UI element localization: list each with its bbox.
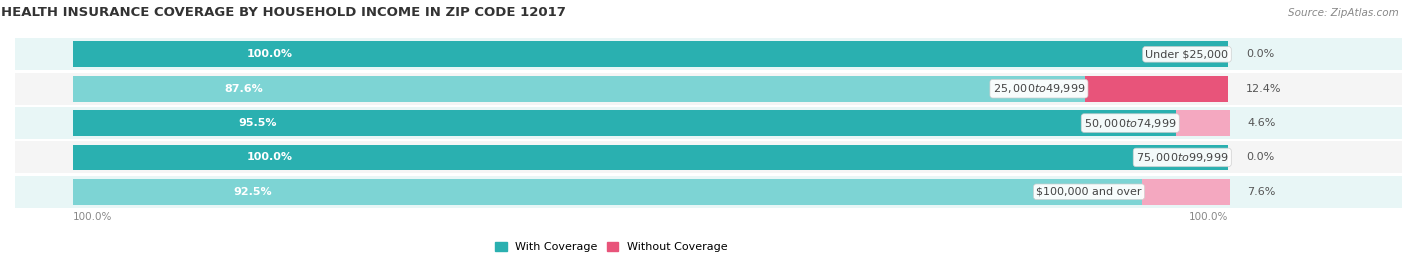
Text: 100.0%: 100.0% (246, 153, 292, 162)
Text: $100,000 and over: $100,000 and over (1036, 187, 1142, 197)
Text: HEALTH INSURANCE COVERAGE BY HOUSEHOLD INCOME IN ZIP CODE 12017: HEALTH INSURANCE COVERAGE BY HOUSEHOLD I… (1, 6, 567, 19)
Text: 0.0%: 0.0% (1246, 49, 1274, 59)
Text: Under $25,000: Under $25,000 (1146, 49, 1229, 59)
Text: 92.5%: 92.5% (233, 187, 271, 197)
Text: $50,000 to $74,999: $50,000 to $74,999 (1084, 116, 1177, 130)
Text: 100.0%: 100.0% (246, 49, 292, 59)
Text: 4.6%: 4.6% (1247, 118, 1275, 128)
Bar (15, 107, 1402, 139)
Bar (15, 38, 1402, 70)
Bar (73, 144, 1229, 170)
Bar (73, 41, 1229, 67)
Bar (1085, 76, 1229, 102)
Bar (15, 176, 1402, 208)
Text: 12.4%: 12.4% (1246, 84, 1281, 94)
Text: 7.6%: 7.6% (1247, 187, 1275, 197)
Bar (73, 76, 1085, 102)
Bar (15, 141, 1402, 174)
Text: 95.5%: 95.5% (239, 118, 277, 128)
Text: $75,000 to $99,999: $75,000 to $99,999 (1136, 151, 1229, 164)
Text: 100.0%: 100.0% (73, 212, 112, 222)
Bar (1142, 179, 1230, 205)
Text: 0.0%: 0.0% (1246, 153, 1274, 162)
Bar (73, 179, 1142, 205)
Text: Source: ZipAtlas.com: Source: ZipAtlas.com (1288, 8, 1399, 18)
Bar (15, 73, 1402, 105)
Legend: With Coverage, Without Coverage: With Coverage, Without Coverage (491, 238, 731, 257)
Text: $25,000 to $49,999: $25,000 to $49,999 (993, 82, 1085, 95)
Text: 87.6%: 87.6% (225, 84, 263, 94)
Text: 100.0%: 100.0% (1189, 212, 1229, 222)
Bar (1177, 110, 1230, 136)
Bar (73, 110, 1177, 136)
